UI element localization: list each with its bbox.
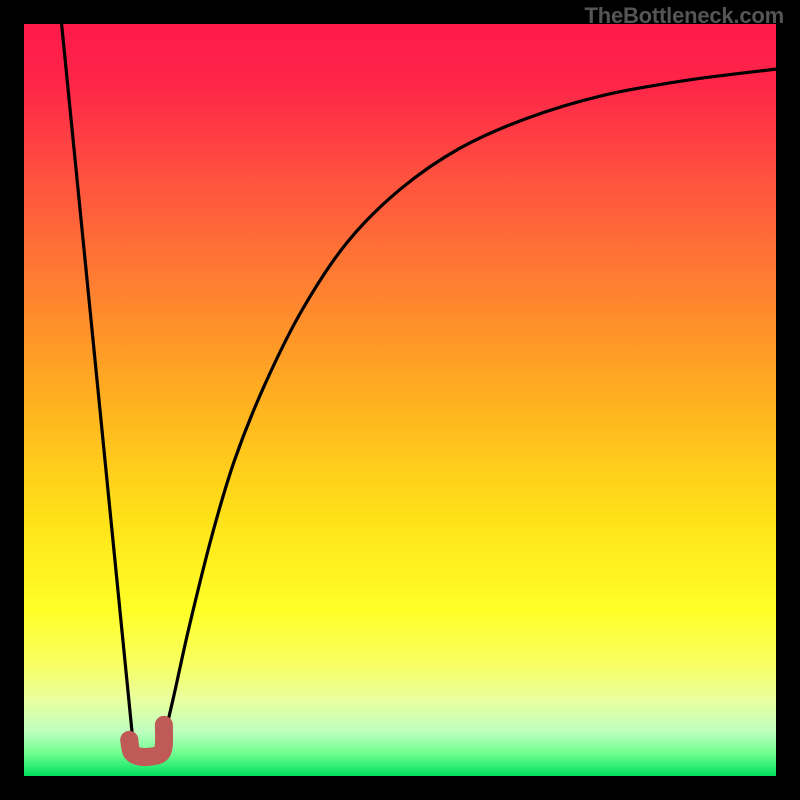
- curve-layer: [24, 24, 776, 776]
- right-growth-curve: [163, 69, 776, 742]
- chart-frame: TheBottleneck.com: [0, 0, 800, 800]
- plot-area: [24, 24, 776, 776]
- left-descent-line: [62, 24, 133, 742]
